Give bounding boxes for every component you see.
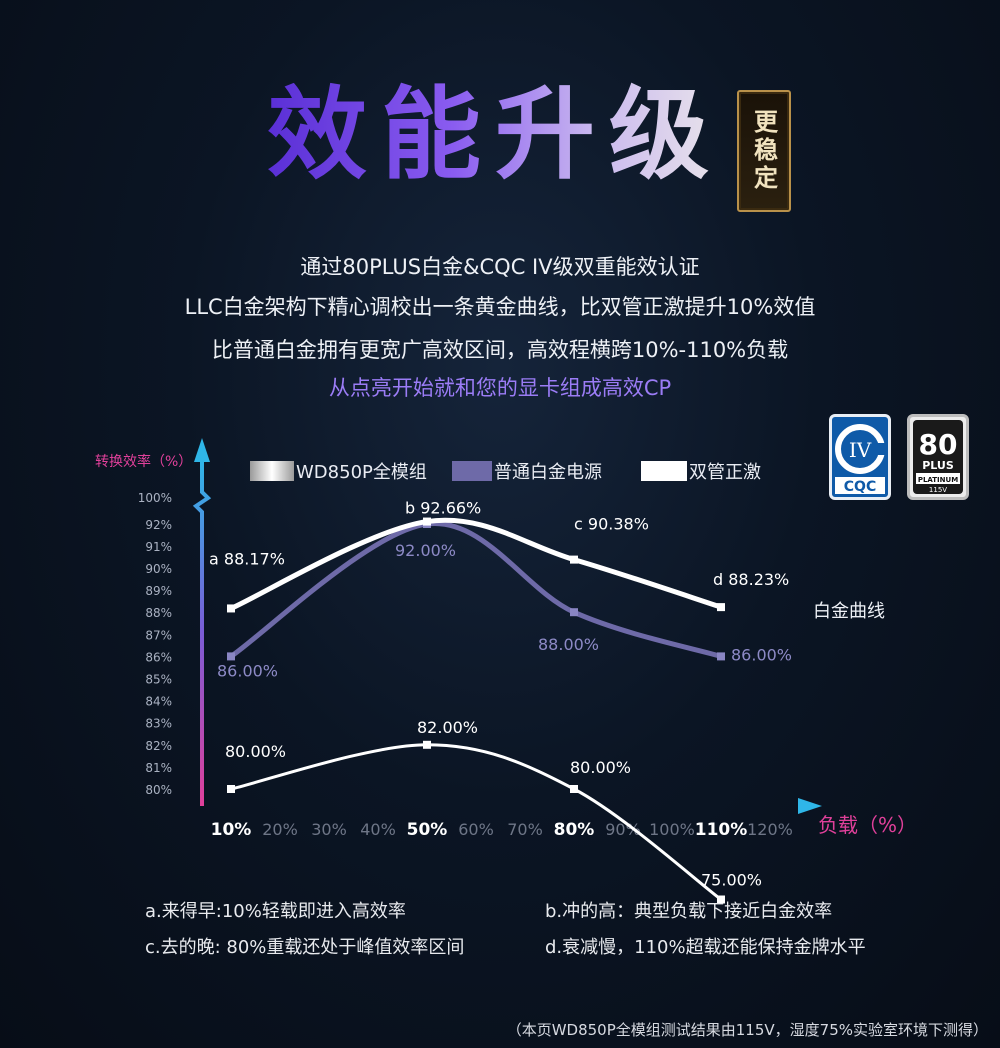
test-condition-footnote: （本页WD850P全模组测试结果由115V，湿度75%实验室环境下测得）: [506, 1021, 988, 1039]
y-tick-label: 83%: [145, 717, 172, 731]
platinum-curve-annotation: 白金曲线: [813, 601, 885, 622]
x-tick-label: 10%: [211, 820, 252, 840]
legend-swatch: [452, 461, 492, 481]
data-point: [227, 604, 235, 613]
desc-line-2: LLC白金架构下精心调校出一条黄金曲线，比双管正激提升10%效值: [184, 295, 816, 319]
y-tick-label: 91%: [145, 540, 172, 554]
y-tick-label: 85%: [145, 673, 172, 687]
data-label: b 92.66%: [405, 499, 481, 518]
data-point: [570, 555, 578, 564]
legend-swatch: [641, 461, 687, 481]
y-tick-label: 80%: [145, 783, 172, 797]
data-label: 75.00%: [701, 871, 762, 890]
y-tick-label: 88%: [145, 606, 172, 620]
data-point: [423, 740, 431, 749]
data-label: 82.00%: [417, 718, 478, 737]
data-point: [227, 652, 235, 661]
y-tick-label: 87%: [145, 628, 172, 642]
y-tick-label: 92%: [145, 518, 172, 532]
x-tick-label: 90%: [605, 820, 641, 839]
data-point: [570, 785, 578, 793]
stability-seal: 更稳定: [737, 90, 791, 212]
desc-line-1: 通过80PLUS白金&CQC IV级双重能效认证: [300, 255, 700, 279]
x-tick-label: 110%: [695, 820, 748, 840]
note-b: b.冲的高：典型负载下接近白金效率: [545, 901, 833, 922]
data-label: d 88.23%: [713, 570, 789, 589]
cqc-certification-badge: IV CQC: [829, 414, 891, 500]
series-line: [229, 743, 723, 901]
x-tick-label: 30%: [311, 820, 347, 839]
x-axis-arrow: [798, 798, 822, 814]
x-tick-label: 20%: [262, 820, 298, 839]
y-axis: [192, 460, 212, 806]
series-line: [228, 521, 724, 659]
legend-swatch: [250, 461, 294, 481]
data-point: [423, 517, 431, 526]
legend-label: 普通白金电源: [494, 462, 602, 483]
cqc-text: CQC: [844, 479, 876, 495]
note-d: d.衰减慢，110%超载还能保持金牌水平: [545, 937, 866, 958]
legend-label: WD850P全模组: [296, 462, 427, 483]
plus-big-text: 80: [919, 428, 958, 461]
x-tick-label: 120%: [747, 820, 793, 839]
data-label: c 90.38%: [574, 515, 649, 534]
x-axis-title: 负载（%）: [818, 813, 917, 837]
cqc-roman-text: IV: [849, 438, 872, 462]
x-tick-label: 70%: [507, 820, 543, 839]
y-tick-label: 100%: [138, 491, 172, 505]
y-tick-label: 89%: [145, 584, 172, 598]
x-tick-label: 100%: [649, 820, 695, 839]
x-tick-label: 50%: [407, 820, 448, 840]
y-axis-title: 转换效率（%）: [95, 453, 192, 470]
data-label: 88.00%: [538, 635, 599, 654]
x-tick-label: 60%: [458, 820, 494, 839]
plus-mid-text: PLUS: [922, 459, 954, 472]
data-label: 92.00%: [395, 541, 456, 560]
y-axis-arrow: [194, 438, 210, 462]
80plus-platinum-badge: 80 PLUS PLATINUM 115V: [907, 414, 969, 500]
data-point: [717, 895, 725, 904]
series-line: [228, 517, 724, 611]
legend-label: 双管正激: [689, 462, 761, 483]
x-tick-label: 80%: [554, 820, 595, 840]
data-point: [717, 603, 725, 612]
data-point: [570, 608, 578, 617]
y-tick-label: 81%: [145, 761, 172, 775]
data-label: 86.00%: [217, 661, 278, 680]
data-label: a 88.17%: [209, 549, 285, 568]
y-tick-label: 84%: [145, 695, 172, 709]
data-label: 80.00%: [570, 758, 631, 777]
data-label: 86.00%: [731, 645, 792, 664]
page-title: 效能升级: [0, 70, 1000, 200]
data-point: [717, 652, 725, 661]
note-c: c.去的晚: 80%重载还处于峰值效率区间: [145, 937, 465, 958]
data-point: [227, 785, 235, 793]
plus-small-text: PLATINUM: [918, 476, 958, 484]
data-label: 80.00%: [225, 742, 286, 761]
desc-line-4: 从点亮开始就和您的显卡组成高效CP: [328, 376, 672, 400]
note-a: a.来得早:10%轻载即进入高效率: [145, 901, 406, 922]
desc-line-3: 比普通白金拥有更宽广高效区间，高效程横跨10%-110%负载: [211, 338, 789, 362]
x-tick-label: 40%: [360, 820, 396, 839]
y-tick-label: 90%: [145, 562, 172, 576]
plus-tiny-text: 115V: [929, 486, 947, 494]
y-tick-label: 82%: [145, 739, 172, 753]
y-tick-label: 86%: [145, 650, 172, 664]
